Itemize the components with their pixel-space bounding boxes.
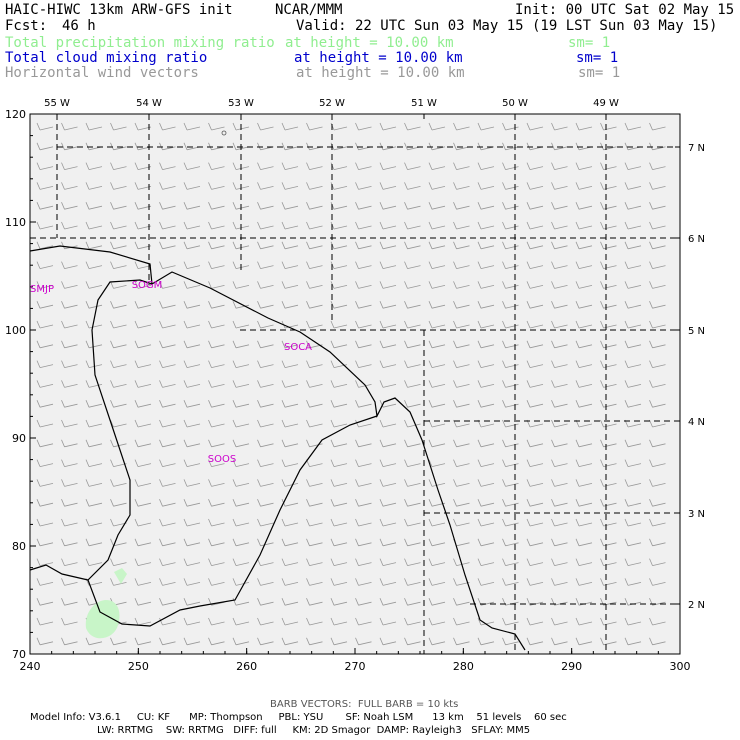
y-tick-label: 80 <box>12 540 26 553</box>
latitude-label: 2 N <box>688 600 705 611</box>
station-marker <box>221 130 227 136</box>
station-label: SMJP <box>30 284 54 295</box>
field-cloud-smooth: sm= 1 <box>576 50 619 66</box>
longitude-label: 49 W <box>593 98 619 109</box>
y-tick-label: 120 <box>5 108 26 121</box>
latitude-label: 4 N <box>688 417 705 428</box>
coastline-inner-border <box>87 279 378 627</box>
model-info-line2: LW: RRTMG SW: RRTMG DIFF: full KM: 2D Sm… <box>97 725 531 736</box>
field-precip-name: Total precipitation mixing ratio <box>5 35 275 51</box>
axes: 240 250 260 270 280 290 300 70 80 90 100 110 120 55 W… <box>5 98 705 673</box>
latitude-label: 7 N <box>688 143 705 154</box>
forecast-label: Fcst: <box>5 18 48 34</box>
y-tick-label: 100 <box>5 324 26 337</box>
model-info-line1: Model Info: V3.6.1 CU: KF MP: Thompson P… <box>30 712 567 723</box>
coastline-north-border <box>29 245 153 285</box>
station-label: SOCA <box>284 342 312 353</box>
x-tick-label: 240 <box>20 660 41 673</box>
wind-barb-field <box>36 122 666 646</box>
coastline-main <box>151 271 526 651</box>
latitude-label: 3 N <box>688 509 705 520</box>
barb-note: BARB VECTORS: FULL BARB = 10 kts <box>270 699 459 710</box>
x-tick-label: 300 <box>670 660 691 673</box>
precip-blob-small <box>114 568 127 584</box>
valid-time: Valid: 22 UTC Sun 03 May 15 (19 LST Sun … <box>296 18 718 34</box>
organization: NCAR/MMM <box>275 2 343 18</box>
x-tick-label: 250 <box>128 660 149 673</box>
coastline <box>29 245 526 651</box>
latitude-label: 5 N <box>688 326 705 337</box>
y-tick-label: 90 <box>12 432 26 445</box>
wind-barbs <box>36 122 666 646</box>
field-precip-smooth: sm= 1 <box>568 35 611 51</box>
plot-area <box>30 114 680 654</box>
station-label: SOOS <box>208 454 236 465</box>
longitude-label: 51 W <box>411 98 437 109</box>
forecast-hours: 46 h <box>62 18 96 34</box>
latitude-label: 6 N <box>688 234 705 245</box>
station-label: SOGM <box>132 280 163 291</box>
init-time: Init: 00 UTC Sat 02 May 15 <box>515 2 735 18</box>
x-tick-label: 270 <box>345 660 366 673</box>
y-tick-label: 110 <box>5 216 26 229</box>
longitude-label: 55 W <box>44 98 70 109</box>
field-cloud-level: at height = 10.00 km <box>294 50 463 66</box>
precip-blob-large <box>85 600 120 639</box>
field-cloud-name: Total cloud mixing ratio <box>5 50 208 66</box>
precip-fill <box>85 568 127 639</box>
plot-frame <box>29 113 681 655</box>
longitude-label: 54 W <box>136 98 162 109</box>
model-title: HAIC-HIWC 13km ARW-GFS init <box>5 2 233 18</box>
x-tick-label: 290 <box>561 660 582 673</box>
x-tick-label: 280 <box>453 660 474 673</box>
lat-lon-grid <box>30 114 680 654</box>
longitude-label: 50 W <box>502 98 528 109</box>
coastline-west-border <box>29 564 89 581</box>
field-precip-level: at height = 10.00 km <box>285 35 454 51</box>
longitude-label: 53 W <box>228 98 254 109</box>
y-tick-label: 70 <box>12 648 26 661</box>
field-wind-name: Horizontal wind vectors <box>5 65 199 81</box>
station-labels: SMJP SOGM SOCA SOOS <box>30 130 312 465</box>
longitude-label: 52 W <box>319 98 345 109</box>
field-wind-level: at height = 10.00 km <box>296 65 465 81</box>
field-wind-smooth: sm= 1 <box>578 65 621 81</box>
x-tick-label: 260 <box>236 660 257 673</box>
